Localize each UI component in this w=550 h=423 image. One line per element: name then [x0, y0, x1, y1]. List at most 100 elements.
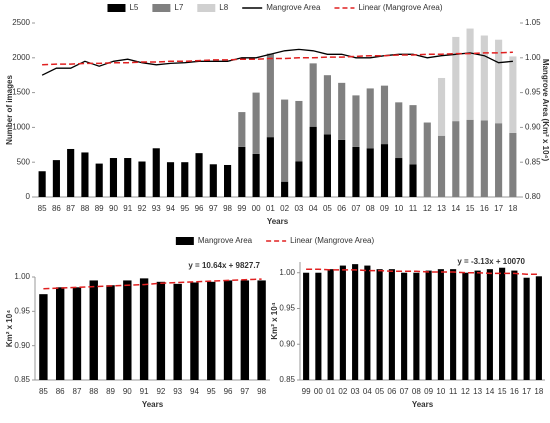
x-tick-label: 90 — [109, 204, 118, 213]
x-tick-label: 99 — [302, 387, 311, 396]
bar — [323, 134, 331, 197]
x-tick-label: 94 — [166, 204, 175, 213]
x-tick-label: 14 — [485, 387, 494, 396]
y-tick-label: 0.95 — [14, 306, 30, 315]
bar — [323, 75, 331, 135]
y-axis-title: Km² x 10⁴ — [5, 310, 14, 347]
bar — [207, 281, 216, 380]
x-tick-label: 87 — [73, 387, 82, 396]
x-tick-label: 02 — [338, 387, 347, 396]
y-tick-label: 2500 — [12, 18, 30, 27]
y-tick-label: 500 — [17, 157, 31, 166]
x-tick-label: 01 — [266, 204, 275, 213]
y2-tick-label: 1.05 — [525, 18, 541, 27]
bar — [466, 119, 474, 197]
x-tick-label: 00 — [314, 387, 323, 396]
bar — [173, 283, 182, 380]
bar — [156, 281, 166, 380]
x-tick-label: 04 — [309, 204, 318, 213]
bar — [190, 282, 199, 380]
y-axis-title: Km² x 10⁴ — [270, 302, 279, 339]
legend-label: Mangrove Area — [266, 3, 321, 12]
bar — [486, 269, 493, 380]
x-tick-label: 88 — [89, 387, 98, 396]
x-tick-label: 96 — [195, 204, 204, 213]
x-tick-label: 98 — [223, 204, 232, 213]
bar — [252, 153, 260, 197]
bar — [338, 82, 346, 140]
y2-tick-label: 0.80 — [525, 192, 541, 201]
bar — [123, 280, 132, 380]
x-tick-label: 14 — [451, 204, 460, 213]
x-tick-label: 87 — [66, 204, 75, 213]
bar — [152, 148, 160, 197]
bar — [55, 287, 65, 380]
bar — [309, 126, 317, 197]
x-tick-label: 00 — [252, 204, 261, 213]
x-tick-label: 99 — [237, 204, 246, 213]
bar — [437, 77, 446, 136]
bar — [89, 280, 98, 380]
y-tick-label: 0.85 — [14, 375, 30, 384]
bar — [124, 158, 132, 197]
x-tick-label: 93 — [173, 387, 182, 396]
bar — [352, 146, 360, 197]
bar — [395, 158, 403, 197]
bar — [295, 161, 303, 197]
bar — [252, 92, 260, 154]
legend-label: L8 — [219, 3, 228, 12]
x-tick-label: 12 — [461, 387, 470, 396]
x-tick-label: 06 — [337, 204, 346, 213]
bar — [95, 163, 103, 197]
bar — [72, 287, 82, 380]
y2-tick-label: 0.85 — [525, 157, 541, 166]
legend-label: Mangrove Area — [198, 236, 253, 245]
bar — [39, 294, 48, 380]
x-tick-label: 98 — [257, 387, 266, 396]
x-tick-label: 07 — [352, 204, 361, 213]
x-tick-label: 09 — [380, 204, 389, 213]
bar — [327, 269, 334, 380]
bar — [52, 160, 60, 197]
bar — [480, 120, 488, 197]
y-tick-label: 1500 — [12, 88, 30, 97]
y-axis-title: Number of images — [5, 75, 14, 145]
x-tick-label: 95 — [207, 387, 216, 396]
x-tick-label: 13 — [437, 204, 446, 213]
line — [43, 278, 262, 290]
x-tick-label: 95 — [180, 204, 189, 213]
x-tick-label: 16 — [480, 204, 489, 213]
bar — [139, 278, 149, 380]
bar — [295, 100, 303, 162]
bar — [238, 146, 246, 197]
bar — [364, 265, 371, 380]
y2-tick-label: 1.00 — [525, 53, 541, 62]
bar — [181, 162, 189, 197]
bar — [67, 148, 75, 197]
y-tick-label: 0 — [26, 192, 31, 201]
bar — [495, 123, 503, 197]
y2-axis-title: Mangrove Area (Km² x 10⁴) — [541, 59, 550, 162]
bar — [452, 121, 460, 197]
y-tick-label: 2000 — [12, 53, 30, 62]
bar — [437, 269, 444, 380]
bar — [352, 95, 360, 147]
bar — [166, 162, 175, 197]
bar — [106, 285, 115, 380]
x-tick-label: 91 — [123, 204, 132, 213]
x-tick-label: 01 — [326, 387, 335, 396]
x-tick-label: 85 — [39, 387, 48, 396]
bar — [315, 272, 322, 380]
x-tick-label: 17 — [494, 204, 503, 213]
bar — [495, 39, 503, 124]
x-tick-label: 05 — [375, 387, 384, 396]
bar — [209, 164, 217, 197]
bar — [423, 122, 431, 197]
bar — [409, 164, 417, 197]
bar — [257, 280, 266, 380]
y-tick-label: 0.90 — [14, 341, 30, 350]
bar — [366, 148, 374, 197]
bar — [109, 158, 118, 197]
bar — [450, 269, 457, 380]
